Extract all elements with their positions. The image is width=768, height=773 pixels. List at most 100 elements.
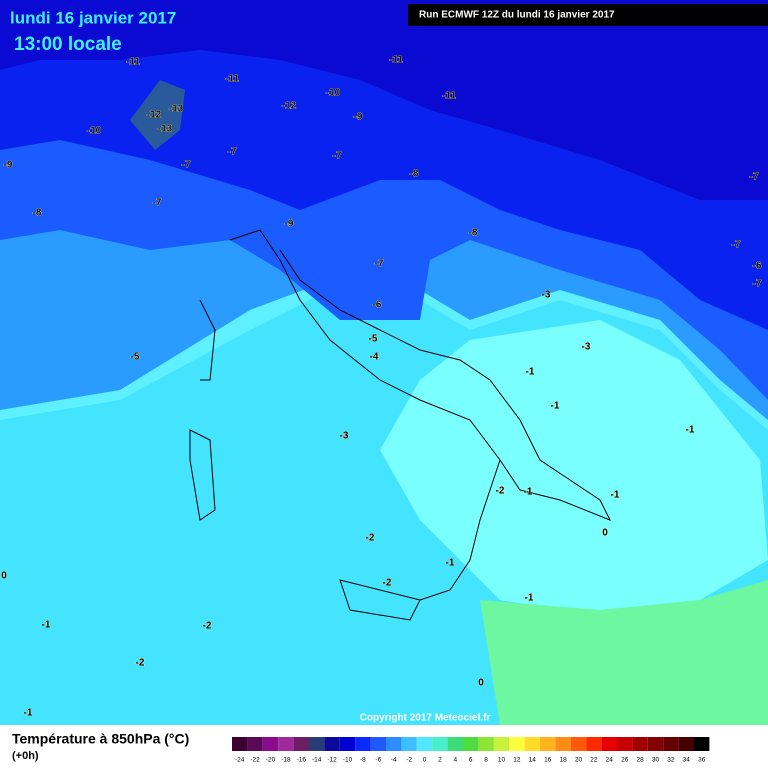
legend-tick: 28 xyxy=(636,757,644,764)
legend-tick: 6 xyxy=(469,757,473,764)
legend-swatch xyxy=(355,737,371,751)
legend-swatch xyxy=(570,737,587,751)
isotherm-label: -1 xyxy=(526,367,535,378)
zone-m1 xyxy=(380,320,768,620)
isotherm-label: -4 xyxy=(370,352,379,363)
legend-swatch xyxy=(339,737,356,751)
isotherm-label: 0 xyxy=(478,678,484,689)
coastline xyxy=(189,229,612,621)
isotherm-label: -3 xyxy=(340,431,349,442)
isotherm-label: -2 xyxy=(496,486,505,497)
isotherm-label: -13 xyxy=(169,104,184,115)
isotherm-label: -1 xyxy=(551,401,560,412)
legend-swatch xyxy=(447,737,463,751)
isotherm-label: -3 xyxy=(582,342,591,353)
isotherm-label: -12 xyxy=(282,101,297,112)
legend-swatch xyxy=(416,737,433,751)
isotherm-label: -1 xyxy=(24,708,33,719)
legend-tick: -4 xyxy=(391,757,397,764)
legend-swatch xyxy=(386,737,402,751)
legend-tick: -16 xyxy=(297,757,307,764)
legend-tick: 16 xyxy=(544,757,552,764)
isotherm-label: 0 xyxy=(1,571,7,582)
legend-swatch xyxy=(247,737,263,751)
isotherm-label: -5 xyxy=(369,334,378,345)
legend-swatch xyxy=(617,737,633,751)
isotherm-label: 0 xyxy=(602,528,608,539)
legend-tick: -18 xyxy=(281,757,291,764)
legend-tick: 20 xyxy=(575,757,583,764)
legend-tick: 22 xyxy=(590,757,598,764)
legend-tick: -2 xyxy=(406,757,412,764)
legend-tick: 4 xyxy=(453,757,457,764)
isotherm-label: -1 xyxy=(42,620,51,631)
zone-m13 xyxy=(130,80,185,150)
legend-swatch xyxy=(278,737,294,751)
legend-swatch xyxy=(647,737,664,751)
zone-0 xyxy=(480,580,768,725)
legend-tick: 32 xyxy=(667,757,675,764)
isotherm-label: -12 xyxy=(147,110,162,121)
isotherm-label: -8 xyxy=(410,169,419,180)
footer-subtitle: (+0h) xyxy=(12,750,39,762)
legend-tick: 12 xyxy=(513,757,521,764)
legend-swatch xyxy=(262,737,279,751)
legend-swatch xyxy=(401,737,417,751)
legend-tick: 36 xyxy=(698,757,706,764)
isotherm-label: -10 xyxy=(326,88,341,99)
legend-tick: -8 xyxy=(360,757,366,764)
legend-tick: -24 xyxy=(235,757,245,764)
legend-swatch xyxy=(524,737,540,751)
legend-tick: 8 xyxy=(484,757,488,764)
isotherm-label: -8 xyxy=(33,208,42,219)
legend-swatch xyxy=(370,737,386,751)
legend-swatch xyxy=(540,737,556,751)
isotherm-label: -2 xyxy=(203,621,212,632)
legend-tick: -14 xyxy=(312,757,322,764)
isotherm-label: -2 xyxy=(136,658,145,669)
legend-tick: -10 xyxy=(343,757,353,764)
legend-swatch xyxy=(432,737,448,751)
legend-swatch xyxy=(601,737,617,751)
isotherm-label: -2 xyxy=(366,533,375,544)
date: lundi 16 janvier 2017 xyxy=(10,8,176,27)
isotherm-label: -7 xyxy=(750,172,759,183)
legend-tick: 18 xyxy=(559,757,567,764)
legend-swatch xyxy=(678,737,694,751)
isotherm-label: -7 xyxy=(228,147,237,158)
isotherm-label: -9 xyxy=(285,219,294,230)
isotherm-label: -7 xyxy=(753,279,762,290)
legend-swatch xyxy=(509,737,525,751)
isotherm-label: -11 xyxy=(442,91,456,102)
legend-swatch xyxy=(309,737,325,751)
isotherm-label: -11 xyxy=(225,74,239,85)
isotherm-label: -9 xyxy=(4,160,13,171)
legend-tick: -12 xyxy=(327,757,337,764)
legend-swatch xyxy=(555,737,571,751)
isotherm-label: -7 xyxy=(182,160,191,171)
legend-swatch xyxy=(324,737,340,751)
legend-tick: 24 xyxy=(606,757,614,764)
isotherm-label: -1 xyxy=(686,425,695,436)
isotherm-label: -13 xyxy=(158,124,173,135)
isotherm-label: -3 xyxy=(542,290,551,301)
isotherm-label: -11 xyxy=(126,57,140,68)
isotherm-label: -6 xyxy=(753,261,762,272)
legend-tick: 2 xyxy=(438,757,442,764)
legend-swatch xyxy=(293,737,309,751)
copyright: Copyright 2017 Meteociel.fr xyxy=(360,713,491,724)
isotherm-label: -2 xyxy=(383,578,392,589)
run-bar xyxy=(408,4,768,26)
time: 13:00 locale xyxy=(14,34,122,55)
legend-swatch xyxy=(694,737,710,751)
isotherm-label: -7 xyxy=(153,198,162,209)
footer-title: Température à 850hPa (°C) xyxy=(12,731,189,747)
legend-swatch xyxy=(493,737,510,751)
legend-tick: -22 xyxy=(250,757,260,764)
legend-swatch xyxy=(632,737,648,751)
isotherm-label: -7 xyxy=(375,259,384,270)
isotherm-label: -8 xyxy=(469,228,478,239)
legend-tick: 34 xyxy=(683,757,691,764)
